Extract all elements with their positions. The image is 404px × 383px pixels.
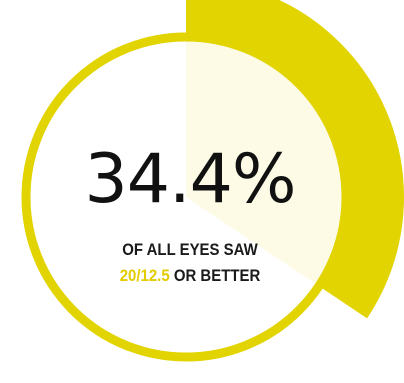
- caption-highlight: 20/12.5: [119, 266, 170, 285]
- caption-line-1: OF ALL EYES SAW: [122, 240, 258, 259]
- percent-value: 34.4%: [84, 140, 296, 219]
- donut-ring: [21, 32, 351, 362]
- slice-highlight-inner: [186, 37, 347, 287]
- caption-rest: OR BETTER: [173, 266, 261, 285]
- caption-line-2: 20/12.5 OR BETTER: [23, 265, 357, 287]
